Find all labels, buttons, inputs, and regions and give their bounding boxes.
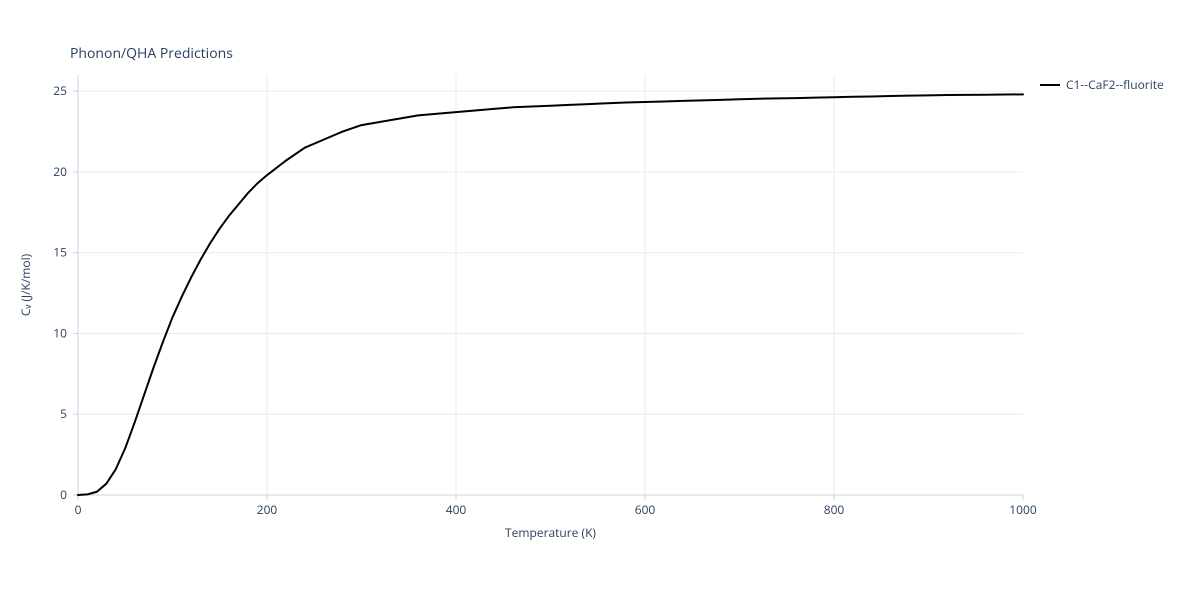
x-tick-label: 200 — [257, 501, 278, 518]
x-tick-label: 800 — [824, 501, 845, 518]
y-axis-label: Cᵥ (J/K/mol) — [17, 253, 34, 316]
chart-title: Phonon/QHA Predictions — [70, 44, 233, 63]
phonon-chart: 0 200 400 600 800 1000 0 5 10 15 20 25 Temperature (… — [0, 0, 1200, 600]
x-tick-label: 400 — [446, 501, 467, 518]
legend-label: C1--CaF2--fluorite — [1066, 76, 1164, 93]
x-tick-label: 600 — [635, 501, 656, 518]
series-line — [78, 94, 1023, 495]
x-tick-label: 1000 — [1009, 501, 1037, 518]
y-tick-label: 10 — [53, 324, 67, 341]
x-axis-label: Temperature (K) — [505, 524, 596, 541]
y-tick-label: 20 — [53, 163, 67, 180]
y-tick-label: 15 — [53, 244, 67, 261]
y-tick-label: 25 — [53, 82, 67, 99]
x-tick-label: 0 — [75, 501, 82, 518]
y-tick-label: 5 — [60, 405, 67, 422]
y-tick-label: 0 — [60, 486, 67, 503]
